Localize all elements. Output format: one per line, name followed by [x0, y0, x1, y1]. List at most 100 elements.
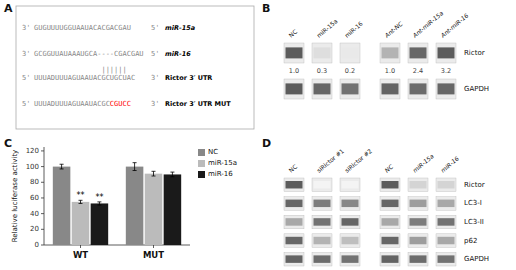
y-tick-label: 100 — [26, 163, 39, 171]
lane-background — [340, 178, 360, 192]
base-pairing: |||||| — [101, 66, 126, 74]
lane-label: miR-15a — [411, 152, 435, 174]
band — [286, 237, 303, 244]
sequence-part: UUUADUUUAGUAAUACGC — [34, 100, 110, 108]
error-bar — [60, 164, 64, 169]
band — [286, 181, 303, 188]
error-bar — [79, 200, 83, 203]
legend: NCmiR-15amiR-16 — [198, 148, 237, 178]
band — [438, 181, 455, 188]
error-bar-stem — [80, 200, 81, 203]
band — [382, 237, 399, 244]
lane-background — [436, 79, 456, 99]
band — [438, 83, 455, 94]
lane-label: NC — [287, 28, 298, 39]
row-label: GAPDH — [464, 85, 489, 93]
lane-background — [436, 178, 456, 192]
y-axis-label: Relative luciferase activity — [11, 150, 19, 243]
row-label: GAPDH — [464, 255, 489, 263]
lane-background — [312, 252, 332, 266]
bar — [72, 202, 90, 245]
sequence-label: miR-16 — [165, 50, 191, 58]
band — [286, 83, 303, 94]
lane-background — [284, 178, 304, 192]
sequence: UUUADUUUAGUAAUACGCUGCUAC — [34, 74, 135, 82]
band — [410, 237, 427, 244]
lane-label: NC — [383, 162, 395, 173]
lane-label: miR-16 — [439, 154, 460, 173]
band-quantification: 3.2 — [441, 67, 451, 75]
band — [286, 255, 303, 262]
lane-background — [340, 215, 360, 229]
bar — [164, 174, 182, 245]
band-quantification: 0.3 — [317, 67, 327, 75]
lane-background — [408, 79, 428, 99]
significance-marker: ** — [77, 191, 85, 200]
legend-swatch — [198, 149, 205, 156]
lane-background — [284, 197, 304, 211]
lane-label: siRictor #1 — [315, 147, 345, 174]
lane-background — [284, 43, 304, 63]
band — [438, 218, 455, 225]
y-tick — [41, 229, 44, 230]
y-tick-label: 0 — [35, 241, 39, 249]
band — [342, 83, 359, 94]
error-bar — [133, 163, 137, 171]
row-label: p62 — [464, 237, 477, 245]
band — [382, 181, 399, 188]
panel-blot: BNCmiR-15amiR-16Ant-NCAnt-miR-15aAnt-miR… — [262, 2, 489, 99]
band — [286, 218, 303, 225]
lane-label: siRictor #2 — [343, 147, 373, 174]
y-tick-label: 60 — [30, 194, 39, 202]
bar — [91, 203, 109, 245]
lane-background — [436, 252, 456, 266]
error-bar-cap — [79, 203, 83, 204]
error-bar-stem — [153, 171, 154, 176]
lane-background — [380, 215, 400, 229]
x-tick-label: MUT — [143, 250, 164, 260]
band — [410, 181, 427, 188]
band — [382, 47, 399, 58]
background — [0, 0, 516, 270]
band-quantification: 2.4 — [413, 67, 423, 75]
lane-background — [340, 43, 360, 63]
band — [342, 200, 359, 207]
panel-label: B — [262, 2, 270, 15]
band — [410, 200, 427, 207]
band-quantification: 1.0 — [289, 67, 299, 75]
error-bar-stem — [134, 163, 135, 171]
lane-background — [408, 197, 428, 211]
error-bar — [170, 172, 174, 177]
lane-background — [436, 215, 456, 229]
row-label: Rictor — [464, 181, 485, 189]
lane-background — [312, 79, 332, 99]
band-quantification: 0.2 — [345, 67, 355, 75]
panel-blot: DNCsiRictor #1siRictor #2NCmiR-15amiR-16… — [262, 137, 489, 266]
lane-label: miR-15a — [315, 17, 339, 39]
band — [410, 47, 427, 58]
band — [382, 218, 399, 225]
lane-background — [380, 79, 400, 99]
lane-label: miR-16 — [343, 20, 364, 39]
band — [342, 47, 359, 58]
sequence-part: GCGGUUAUAAAUGCA----CGACGAU — [34, 50, 144, 58]
error-bar — [97, 202, 101, 205]
error-bar-stem — [61, 164, 62, 169]
band — [438, 237, 455, 244]
band — [438, 47, 455, 58]
band — [438, 200, 455, 207]
error-bar-cap — [152, 171, 156, 172]
significance-marker: ** — [95, 193, 103, 202]
lane-background — [340, 197, 360, 211]
lane-background — [340, 252, 360, 266]
band — [410, 218, 427, 225]
lane-background — [380, 252, 400, 266]
band — [382, 255, 399, 262]
band-quantification: 1.0 — [385, 67, 395, 75]
error-bar-cap — [170, 176, 174, 177]
bars — [53, 163, 181, 245]
band — [382, 83, 399, 94]
legend-swatch — [198, 171, 205, 178]
band — [314, 255, 331, 262]
strand-end: 3' — [151, 74, 159, 82]
